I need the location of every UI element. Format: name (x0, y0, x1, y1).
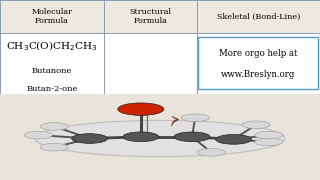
Text: Butanone: Butanone (32, 67, 72, 75)
Circle shape (181, 114, 209, 122)
Circle shape (242, 121, 270, 129)
Text: Skeletal (Bond-Line): Skeletal (Bond-Line) (217, 12, 300, 20)
Circle shape (174, 132, 210, 142)
FancyBboxPatch shape (198, 37, 318, 89)
Bar (197, 0, 320, 33)
Text: www.Breslyn.org: www.Breslyn.org (221, 70, 296, 79)
Circle shape (40, 123, 68, 130)
Circle shape (24, 131, 52, 139)
Circle shape (255, 138, 283, 146)
Ellipse shape (35, 120, 285, 157)
Text: More orgo help at: More orgo help at (219, 49, 298, 58)
Text: Butan-2-one: Butan-2-one (26, 85, 78, 93)
Circle shape (118, 103, 164, 115)
Circle shape (216, 135, 252, 144)
Bar (104, 0, 197, 33)
Circle shape (72, 134, 108, 143)
Bar (104, 33, 197, 94)
Text: Molecular
Formula: Molecular Formula (31, 8, 73, 25)
Bar (197, 33, 320, 94)
Circle shape (197, 148, 225, 156)
Bar (0, 0, 104, 33)
Circle shape (255, 131, 283, 139)
Bar (0, 33, 104, 94)
Text: Structural
Formula: Structural Formula (129, 8, 172, 25)
Text: CH$_3$C(O)CH$_2$CH$_3$: CH$_3$C(O)CH$_2$CH$_3$ (6, 40, 98, 53)
Circle shape (40, 143, 68, 151)
Circle shape (123, 132, 159, 142)
